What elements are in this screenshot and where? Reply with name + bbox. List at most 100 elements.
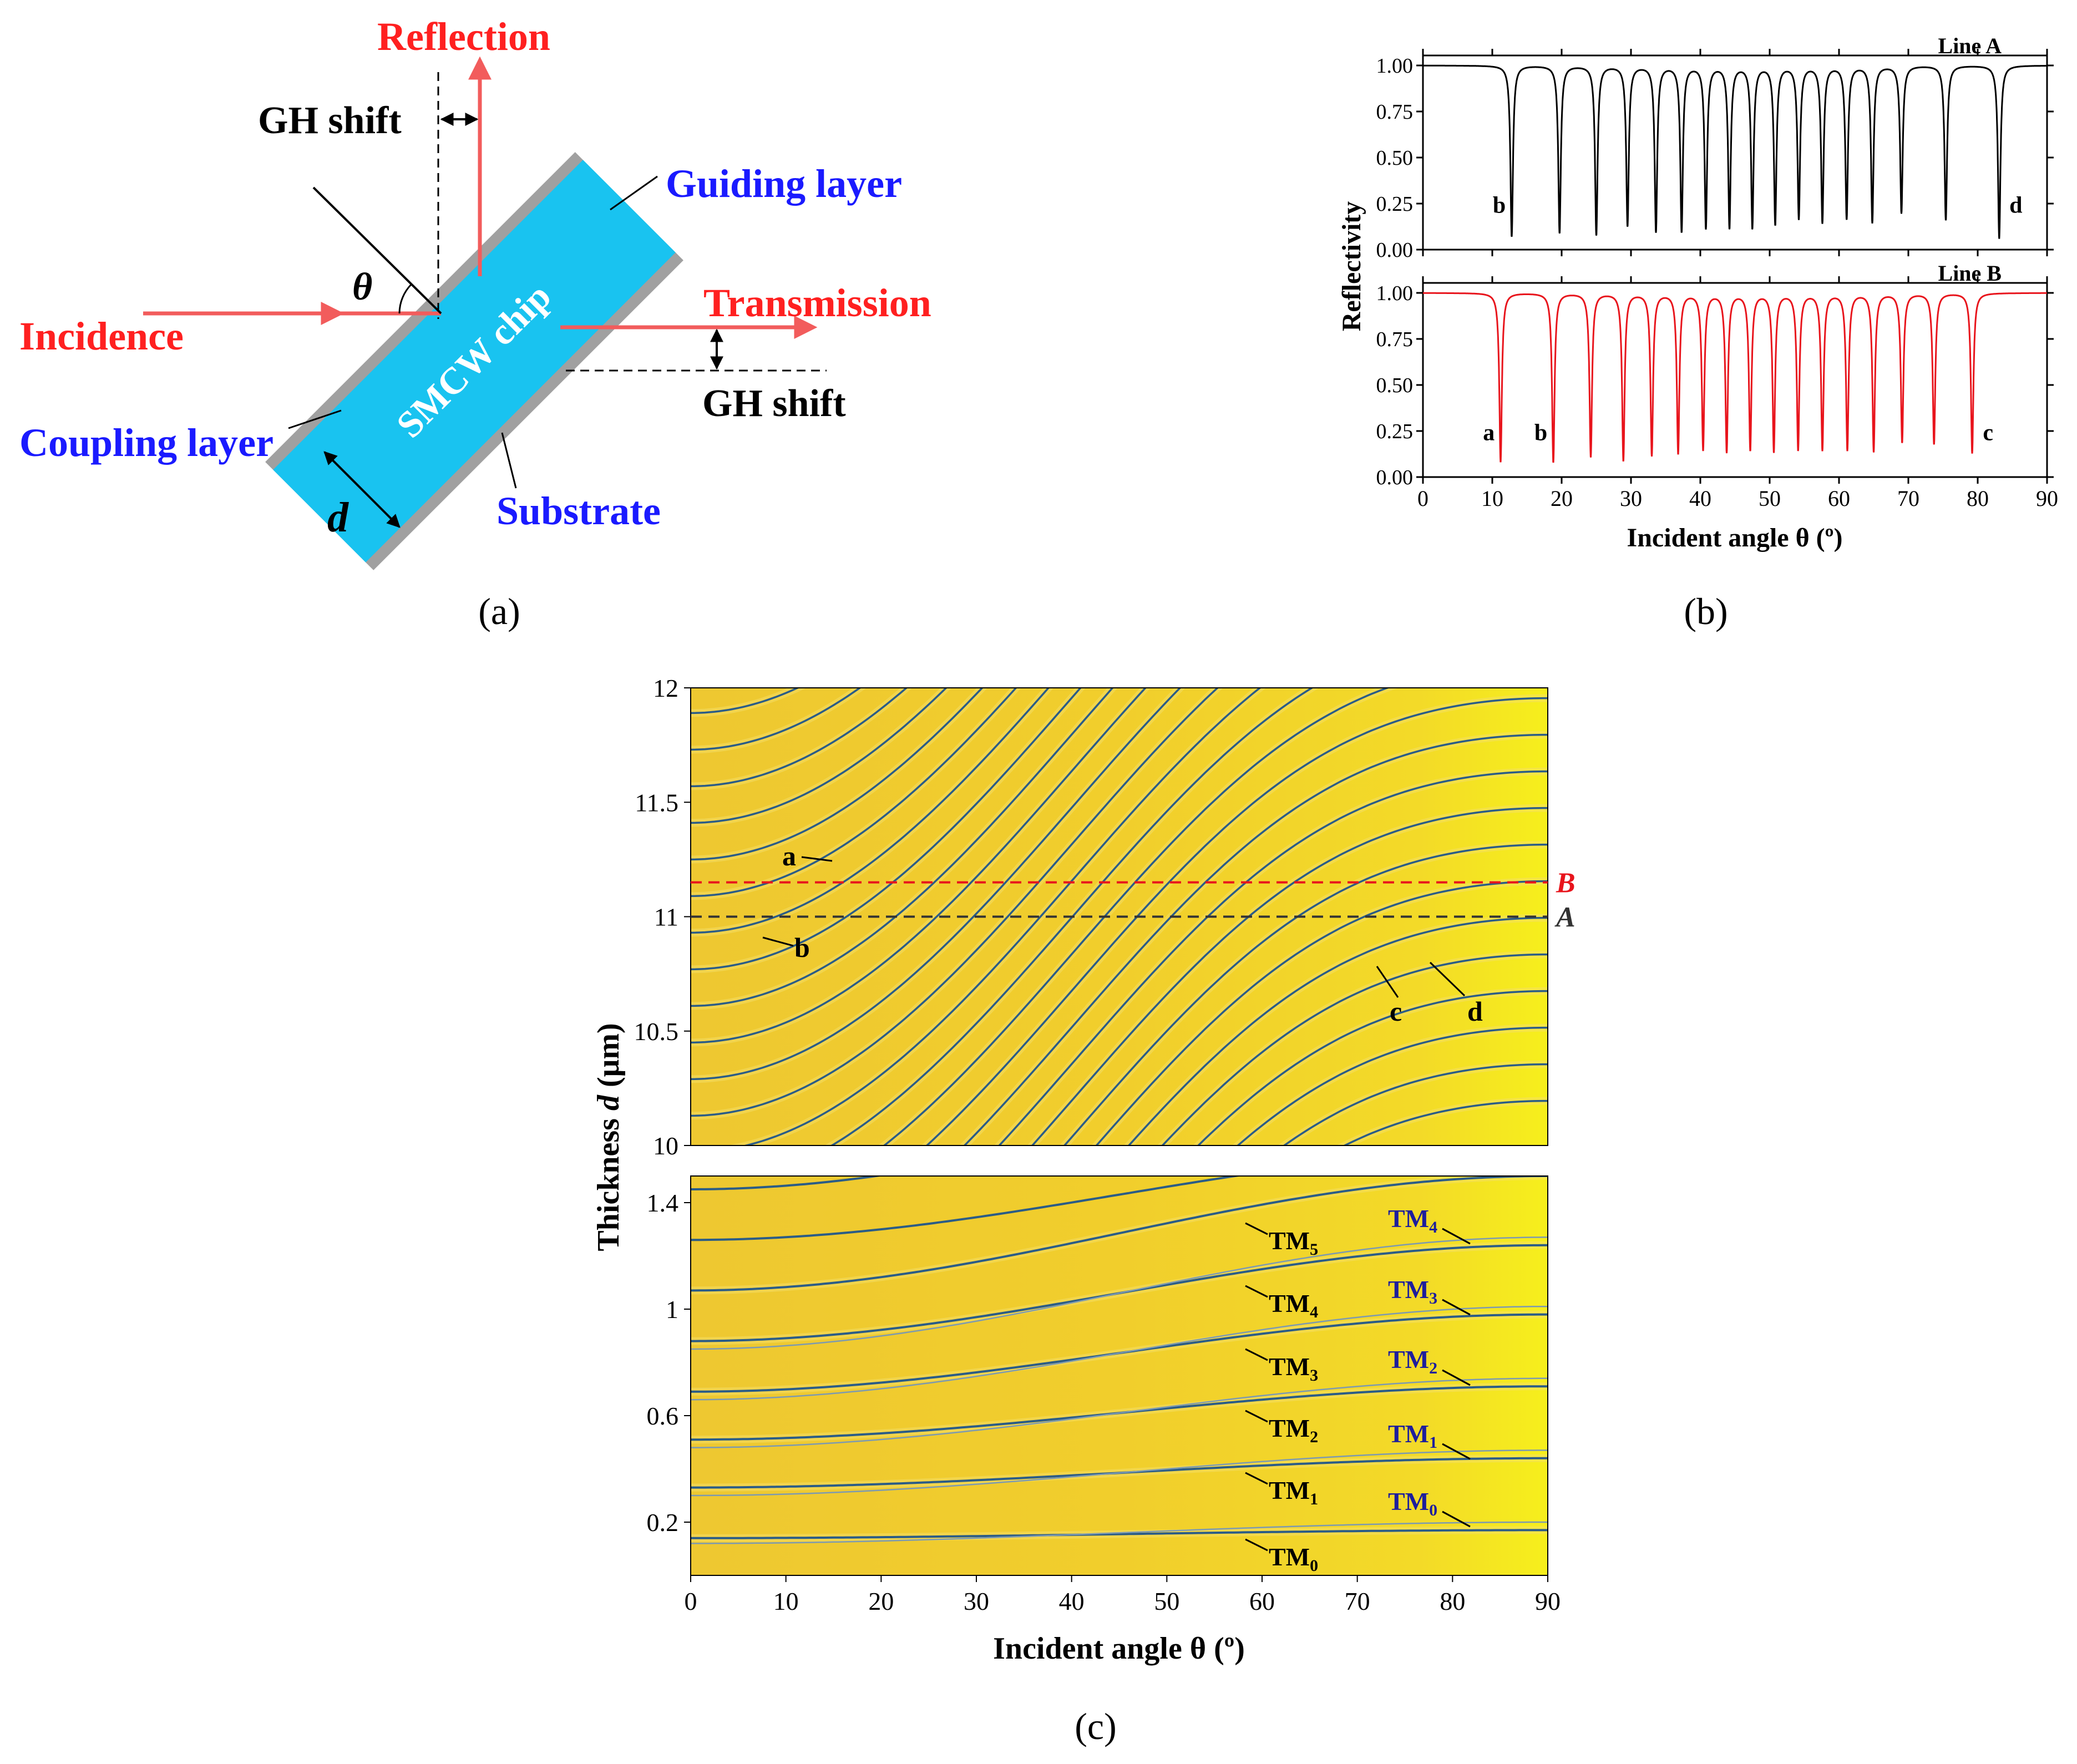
line-a-curve [1423, 64, 2047, 239]
svg-text:TM0: TM0 [1269, 1543, 1318, 1575]
y-tick-label: 10 [653, 1132, 678, 1160]
tm-blue-4: TM4 [1388, 1204, 1471, 1245]
annotation-a: a [782, 840, 796, 871]
tm-black-4: TM4 [1245, 1285, 1318, 1321]
x-tick-label: 60 [1828, 486, 1850, 511]
tm-black-2: TM2 [1245, 1410, 1318, 1446]
upper-mode-curve [742, 688, 1262, 1145]
tm-black-3: TM3 [1245, 1348, 1318, 1385]
y-tick-label: 1 [666, 1295, 678, 1324]
gh-shift-bottom-label: GH shift [702, 382, 846, 425]
tm-black-curve [691, 1176, 1548, 1292]
upper-mode-curve [925, 697, 1548, 1145]
x-tick-label: 50 [1154, 1587, 1179, 1615]
point-label-b: b [1534, 420, 1547, 446]
panel-a-diagram: SMCW chip Reflection GH shift Guiding la… [19, 14, 931, 632]
svg-text:TM3: TM3 [1269, 1352, 1318, 1385]
lower-heatmap-bg [691, 1176, 1548, 1575]
x-tick-label: 40 [1689, 486, 1711, 511]
x-tick-label: 40 [1059, 1587, 1085, 1615]
y-tick-label: 11.5 [635, 788, 678, 817]
y-tick-label: 1.4 [647, 1189, 679, 1217]
y-tick-label: 1.00 [1376, 282, 1414, 305]
x-tick-label: 90 [2036, 486, 2058, 511]
x-tick-label: 0 [685, 1587, 697, 1615]
upper-mode-curve [1063, 843, 1548, 1145]
coupling-layer-label: Coupling layer [19, 420, 273, 465]
upper-mode-curve [691, 688, 1017, 898]
tm-blue-curve [691, 1305, 1548, 1401]
panel-b-caption: (b) [1684, 590, 1728, 632]
upper-mode-curve [1197, 990, 1548, 1145]
extra-mode-curve [691, 1176, 884, 1190]
x-tick-label: 90 [1535, 1587, 1561, 1615]
panel-b-chart: 0.00 0.25 0.50 0.75 1.00 0.00 0.25 0.50 0.75 1.0… [1337, 33, 2058, 632]
y-tick-label: 0.25 [1376, 420, 1414, 443]
svg-text:TM1: TM1 [1269, 1476, 1318, 1508]
upper-mode-curve [691, 688, 908, 788]
line-b-tag: B [1556, 868, 1576, 899]
x-tick-label: 20 [1551, 486, 1573, 511]
gh-shift-top-label: GH shift [258, 99, 402, 142]
chip-normal-line [312, 186, 442, 315]
point-label-b: b [1493, 193, 1506, 219]
theta-label: θ [352, 266, 372, 308]
line-a-axes [1422, 54, 2048, 251]
reflection-label: Reflection [377, 14, 550, 59]
upper-mode-curve [1031, 807, 1548, 1145]
point-label-d: d [2009, 193, 2022, 219]
upper-mode-curve [1127, 916, 1548, 1145]
tm-black-1: TM1 [1245, 1472, 1318, 1508]
lower-axes [690, 1175, 1548, 1576]
guiding-layer-leader [610, 175, 658, 211]
svg-text:TM4: TM4 [1388, 1204, 1437, 1236]
x-tick-label: 50 [1759, 486, 1781, 511]
upper-mode-curve [691, 688, 1147, 1044]
upper-mode-curve [691, 688, 1182, 1081]
upper-mode-curve [691, 688, 862, 751]
y-tick-label: 11 [654, 903, 678, 931]
theta-arc [398, 283, 413, 314]
upper-mode-curves [691, 688, 1548, 1145]
svg-text:TM2: TM2 [1388, 1345, 1437, 1377]
annotation-c: c [1390, 996, 1402, 1027]
lower-mode-curves [691, 1176, 1548, 1544]
panel-a-caption: (a) [478, 590, 520, 632]
x-tick-label: 70 [1345, 1587, 1370, 1615]
upper-mode-curve [691, 688, 948, 824]
svg-text:TM5: TM5 [1269, 1226, 1318, 1259]
transmission-label: Transmission [703, 281, 931, 325]
d-measure-arrow [323, 451, 401, 528]
tm-blue-0: TM0 [1388, 1487, 1471, 1528]
y-tick-label: 0.75 [1376, 100, 1414, 124]
annotation-b: b [794, 932, 810, 963]
tm-blue-2: TM2 [1388, 1345, 1471, 1386]
x-tick-label: 10 [1481, 486, 1503, 511]
tm-blue-curve [691, 1236, 1548, 1350]
upper-mode-curve [1236, 1026, 1548, 1145]
line-a-tag: A [1554, 902, 1576, 934]
x-tick-label: 70 [1897, 486, 1919, 511]
x-tick-label: 30 [964, 1587, 989, 1615]
upper-mode-curve [1161, 953, 1548, 1145]
line-b-ticks: 0.00 0.25 0.50 0.75 1.00 0 10 20 30 40 50 60 70 80 90 [1376, 276, 2058, 511]
d-label: d [327, 494, 349, 541]
upper-mode-curve [963, 733, 1548, 1145]
svg-text:TM2: TM2 [1269, 1414, 1318, 1446]
panel-c-xlabel: Incident angle θ (º) [993, 1631, 1245, 1666]
tm-mode-labels: TM0 TM1 TM2 TM3 TM4 TM5 [1245, 1204, 1471, 1575]
line-b-curve [1423, 292, 2047, 463]
svg-text:TM3: TM3 [1388, 1275, 1437, 1307]
panel-b-xlabel: Incident angle θ (º) [1627, 523, 1843, 552]
panel-c-ylabel: Thickness d (μm) [591, 1023, 626, 1251]
point-label-c: c [1983, 420, 1993, 446]
y-tick-label: 12 [653, 674, 678, 702]
upper-mode-curve [997, 770, 1548, 1145]
upper-mode-curve [830, 688, 1314, 1145]
x-tick-label: 10 [773, 1587, 799, 1615]
upper-mode-curve [691, 688, 1114, 1007]
panel-b-point-labels: b d a b c [1483, 193, 2022, 446]
annotation-d: d [1467, 996, 1483, 1027]
y-tick-label: 0.6 [647, 1402, 679, 1430]
